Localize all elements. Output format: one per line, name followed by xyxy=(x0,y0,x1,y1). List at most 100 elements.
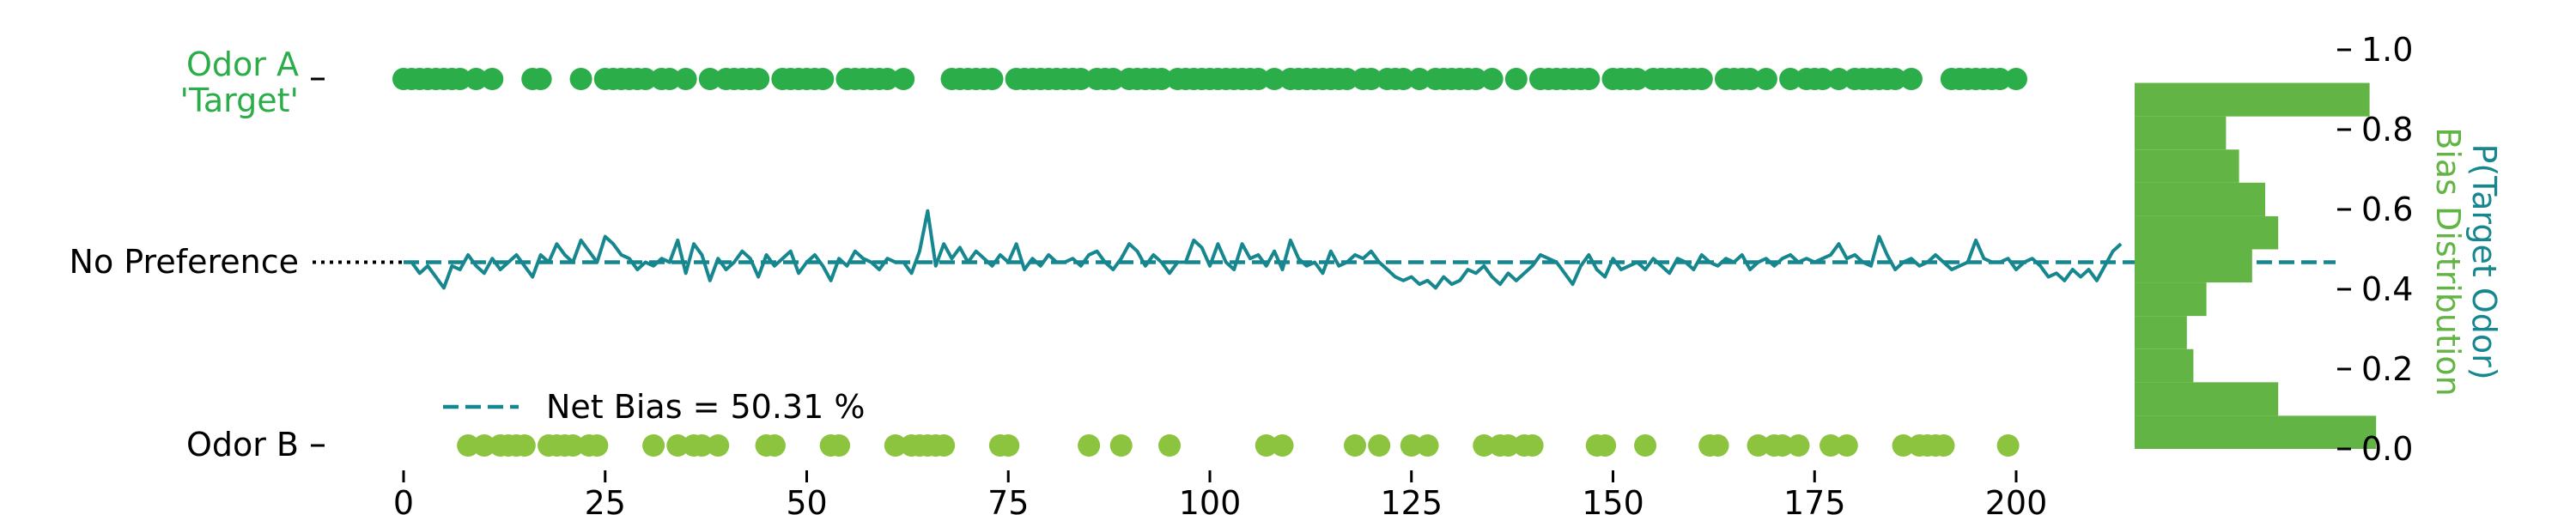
odor-b-choice-dot xyxy=(1255,434,1278,457)
odor-b-choice-dot xyxy=(1271,434,1294,457)
odor-a-choice-dot xyxy=(1408,68,1431,90)
odor-b-choice-dot xyxy=(1771,434,1794,457)
right-y-tick-label: 1.0 xyxy=(2361,31,2413,69)
x-tick-label: 175 xyxy=(1783,484,1846,515)
odor-a-choice-dot xyxy=(1504,68,1528,90)
odor-a-target-label: 'Target' xyxy=(180,82,299,119)
odor-b-choice-dot xyxy=(1521,434,1544,457)
odor-b-choice-dot xyxy=(1747,434,1770,457)
axes: 0 25 50 75 100 125 150 175 200 0.0 0.2 0.4 0.6 0.8 1.0 xyxy=(311,31,2413,515)
odor-b-choice-dot xyxy=(1473,434,1496,457)
odor-b-choice-dot xyxy=(642,434,665,457)
x-tick-label: 200 xyxy=(1985,484,2048,515)
right-y-tick-label: 0.8 xyxy=(2361,111,2413,148)
histogram-bar xyxy=(2135,382,2279,416)
right-ylabel-p-target: P(Target Odor) xyxy=(2465,143,2503,379)
odor-b-choice-dot xyxy=(1835,434,1858,457)
right-y-tick-label: 0.4 xyxy=(2361,270,2413,308)
odor-b-choice-dot xyxy=(1706,434,1729,457)
odor-a-choice-dot xyxy=(1577,68,1601,90)
odor-a-choice-dot xyxy=(1480,68,1504,90)
odor-a-choice-dot xyxy=(747,68,770,90)
odor-b-choice-dot xyxy=(1344,434,1367,457)
odor-a-choice-dot xyxy=(1899,68,1923,90)
odor-b-choice-dot xyxy=(1078,434,1101,457)
x-tick-label: 25 xyxy=(585,484,626,515)
odor-b-choice-dot xyxy=(472,434,495,457)
running-bias-series xyxy=(404,209,2123,290)
odor-a-label: Odor A xyxy=(186,45,299,83)
odor-b-choice-dot xyxy=(1932,434,1955,457)
odor-a-choice-dot xyxy=(1247,68,1270,90)
x-tick-label: 100 xyxy=(1179,484,1242,515)
odor-a-choice-dot xyxy=(876,68,899,90)
odor-a-choice-dot xyxy=(1263,68,1286,90)
x-tick-label: 0 xyxy=(393,484,414,515)
x-tick-label: 75 xyxy=(987,484,1029,515)
odor-a-choice-dot xyxy=(1690,68,1713,90)
odor-b-choice-dot xyxy=(666,434,690,457)
odor-a-choice-dot xyxy=(1884,68,1907,90)
odor-a-choice-dot xyxy=(1069,68,1092,90)
odor-a-choice-dot xyxy=(1754,68,1777,90)
odor-a-choice-dot xyxy=(569,68,592,90)
odor-a-choice-dot xyxy=(981,68,1004,90)
choice-dots xyxy=(392,68,2027,457)
legend-label: Net Bias = 50.31 % xyxy=(546,388,865,426)
odor-a-choice-dot xyxy=(658,68,681,90)
histogram-bar xyxy=(2135,316,2187,349)
odor-a-choice-dot xyxy=(1811,68,1834,90)
odor-b-choice-dot xyxy=(828,434,851,457)
odor-a-choice-dot xyxy=(1779,68,1802,90)
odor-a-choice-dot xyxy=(1335,68,1358,90)
right-y-tick-label: 0.6 xyxy=(2361,191,2413,228)
odor-a-choice-dot xyxy=(1392,68,1415,90)
odor-a-choice-dot xyxy=(1739,68,1762,90)
odor-b-choice-dot xyxy=(1400,434,1423,457)
odor-b-choice-dot xyxy=(690,434,714,457)
odor-b-choice-dot xyxy=(1416,434,1439,457)
histogram-bar xyxy=(2135,282,2207,317)
odor-b-choice-dot xyxy=(1594,434,1617,457)
bias-histogram xyxy=(2135,82,2377,449)
odor-b-choice-dot xyxy=(1158,434,1182,457)
x-tick-label: 150 xyxy=(1582,484,1644,515)
x-tick-label: 125 xyxy=(1380,484,1443,515)
odor-a-choice-dot xyxy=(465,68,488,90)
odor-a-choice-dot xyxy=(1625,68,1649,90)
no-preference-label: No Preference xyxy=(70,243,299,281)
odor-b-choice-dot xyxy=(707,434,730,457)
odor-b-choice-dot xyxy=(457,434,480,457)
odor-a-choice-dot xyxy=(2005,68,2027,90)
odor-b-choice-dot xyxy=(884,434,907,457)
odor-a-choice-dot xyxy=(674,68,697,90)
odor-b-choice-dot xyxy=(1996,434,2020,457)
odor-a-choice-dot xyxy=(1359,68,1382,90)
odor-a-choice-dot xyxy=(698,68,721,90)
odor-b-choice-dot xyxy=(762,434,786,457)
right-y-tick-label: 0.0 xyxy=(2361,430,2413,468)
odor-b-choice-dot xyxy=(1634,434,1657,457)
odor-b-choice-dot xyxy=(1892,434,1915,457)
odor-b-choice-dot xyxy=(1820,434,1843,457)
odor-a-choice-dot xyxy=(1464,68,1487,90)
odor-a-choice-dot xyxy=(481,68,504,90)
odor-a-choice-dot xyxy=(1102,68,1125,90)
histogram-bar xyxy=(2135,348,2194,383)
odor-a-choice-dot xyxy=(892,68,915,90)
odor-b-choice-dot xyxy=(997,434,1020,457)
odor-a-choice-dot xyxy=(1827,68,1850,90)
histogram-bar xyxy=(2135,182,2265,216)
odor-a-choice-dot xyxy=(1989,68,2012,90)
odor-a-choice-dot xyxy=(448,68,471,90)
histogram-bar xyxy=(2135,215,2279,250)
histogram-bar xyxy=(2135,415,2377,449)
odor-b-choice-dot xyxy=(562,434,585,457)
odor-b-choice-dot xyxy=(1787,434,1810,457)
odor-a-choice-dot xyxy=(634,68,657,90)
odor-b-choice-dot xyxy=(513,434,536,457)
odor-b-choice-dot xyxy=(1497,434,1520,457)
odor-a-choice-dot xyxy=(811,68,835,90)
odor-b-choice-dot xyxy=(586,434,609,457)
